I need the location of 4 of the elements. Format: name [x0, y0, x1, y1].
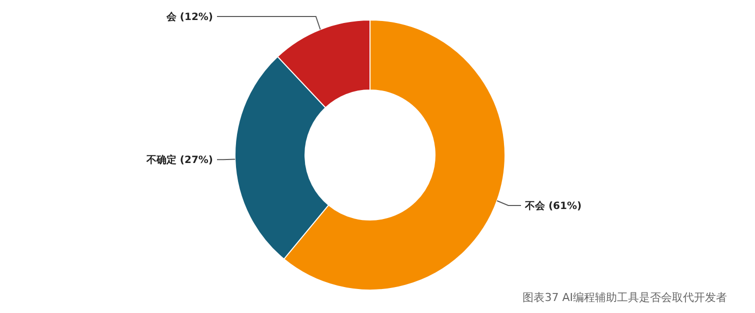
slice-label: 会 (12%): [165, 10, 213, 23]
slice-label: 不会 (61%): [524, 200, 582, 212]
text: 图表37 AI编程辅助工具是否会取代开发者: [522, 291, 727, 304]
slice-label: 不确定 (27%): [145, 154, 213, 166]
